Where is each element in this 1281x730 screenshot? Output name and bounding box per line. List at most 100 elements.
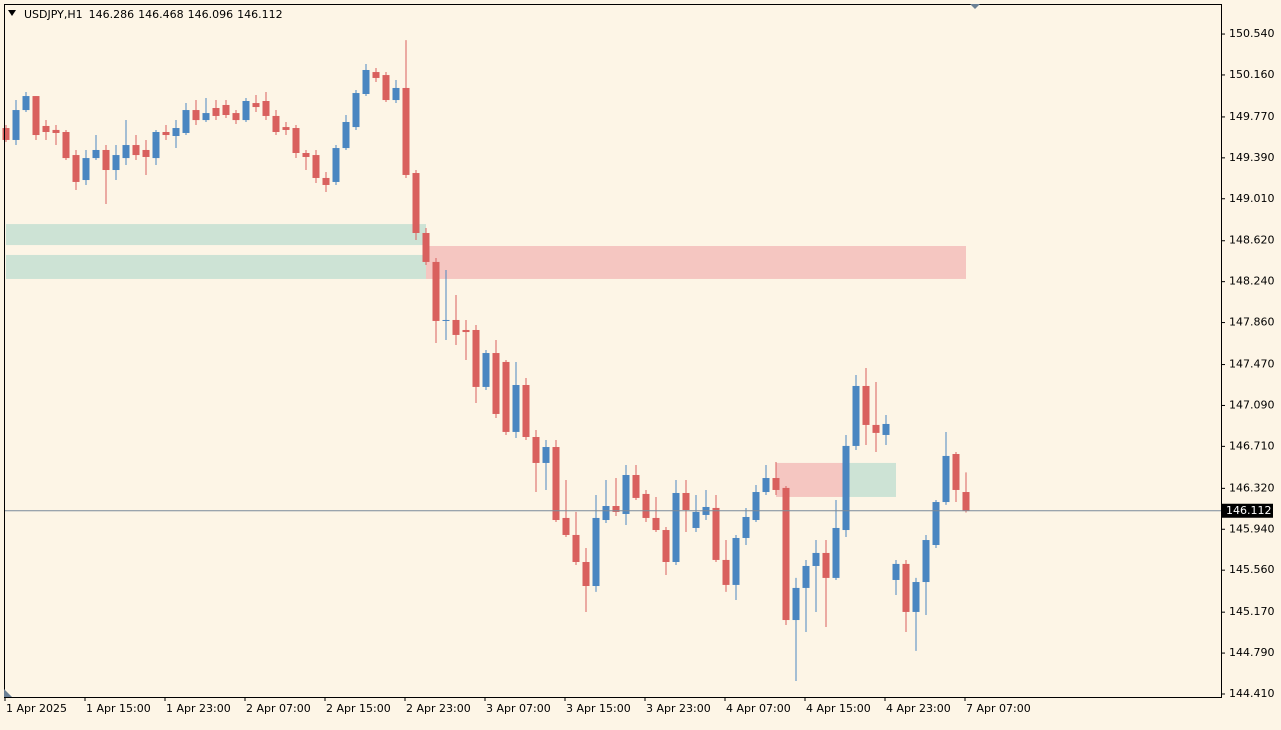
- candle-body: [202, 113, 210, 121]
- candle-body: [722, 559, 730, 585]
- x-tick-label: 2 Apr 07:00: [246, 702, 311, 715]
- header: USDJPY,H1 146.286 146.468 146.096 146.112: [24, 8, 283, 21]
- candle-body: [942, 455, 950, 503]
- symbol: USDJPY,H1: [24, 8, 83, 21]
- candle-body: [472, 329, 480, 387]
- candle-body: [712, 507, 720, 560]
- candle-body: [262, 101, 270, 116]
- x-tick-label: 4 Apr 07:00: [726, 702, 791, 715]
- candle-body: [612, 506, 620, 512]
- x-tick-label: 4 Apr 15:00: [806, 702, 871, 715]
- plot-border: [4, 4, 1222, 698]
- candle-body: [782, 487, 790, 621]
- candle-body: [42, 125, 50, 133]
- y-tick-label: 149.390: [1229, 151, 1275, 164]
- candle-body: [2, 128, 10, 140]
- candle-body: [52, 129, 60, 133]
- menu-arrow[interactable]: [8, 10, 16, 16]
- candle-body: [322, 177, 330, 185]
- candle-body: [652, 517, 660, 531]
- plot-area: [2, 40, 1221, 681]
- x-tick-label: 7 Apr 07:00: [966, 702, 1031, 715]
- candle-body: [492, 353, 500, 414]
- x-tick-label: 2 Apr 23:00: [406, 702, 471, 715]
- candle-body: [32, 96, 40, 136]
- candle-body: [582, 561, 590, 587]
- zones: [6, 224, 966, 497]
- price-label-box: [1222, 503, 1273, 518]
- candle-body: [12, 110, 20, 140]
- candle-body: [212, 107, 220, 116]
- y-tick-label: 147.860: [1229, 316, 1275, 329]
- zone: [846, 462, 896, 497]
- candle-body: [822, 552, 830, 578]
- y-tick-label: 145.940: [1229, 522, 1275, 535]
- candle-body: [222, 104, 230, 115]
- x-tick-label: 3 Apr 23:00: [646, 702, 711, 715]
- candle-body: [862, 385, 870, 425]
- candle-body: [142, 149, 150, 157]
- shift-marker: [970, 4, 980, 9]
- y-tick-label: 147.470: [1229, 358, 1275, 371]
- candle-body: [402, 87, 410, 175]
- candle-body: [192, 110, 200, 121]
- candle-body: [602, 506, 610, 521]
- x-tick-label: 1 Apr 15:00: [86, 702, 151, 715]
- candle-body: [902, 563, 910, 612]
- x-tick-label: 3 Apr 15:00: [566, 702, 631, 715]
- candle-body: [842, 445, 850, 531]
- zone: [426, 246, 966, 279]
- x-tick-label: 4 Apr 23:00: [886, 702, 951, 715]
- candle-body: [922, 540, 930, 583]
- candle-body: [852, 385, 860, 446]
- y-tick-label: 148.620: [1229, 234, 1275, 247]
- candle-body: [62, 132, 70, 159]
- y-tick-label: 148.240: [1229, 275, 1275, 288]
- candle-body: [812, 552, 820, 566]
- header-high: 146.468: [138, 8, 184, 21]
- candle-body: [572, 534, 580, 562]
- y-tick-label: 149.010: [1229, 192, 1275, 205]
- candle-body: [72, 155, 80, 182]
- candle-body: [102, 149, 110, 171]
- y-tick-label: 147.090: [1229, 398, 1275, 411]
- candle-body: [562, 517, 570, 535]
- candle-body: [892, 563, 900, 580]
- candle-body: [962, 492, 970, 511]
- candle-body: [82, 158, 90, 181]
- candle-body: [132, 145, 140, 156]
- candle-body: [772, 478, 780, 490]
- x-tick-label: 2 Apr 15:00: [326, 702, 391, 715]
- y-tick-label: 150.160: [1229, 68, 1275, 81]
- x-tick-label: 1 Apr 23:00: [166, 702, 231, 715]
- candle-body: [522, 385, 530, 438]
- candle-body: [152, 132, 160, 159]
- candle-body: [662, 530, 670, 562]
- y-tick-label: 149.770: [1229, 110, 1275, 123]
- candle-body: [552, 447, 560, 521]
- candle-body: [682, 492, 690, 510]
- candle-body: [392, 87, 400, 101]
- y-tick-label: 145.170: [1229, 605, 1275, 618]
- candle-body: [752, 492, 760, 521]
- candle-body: [352, 93, 360, 128]
- price-label: 146.112: [1226, 504, 1272, 517]
- y-tick-label: 144.410: [1229, 687, 1275, 700]
- candle-body: [112, 155, 120, 171]
- candle-body: [372, 72, 380, 78]
- candle-body: [532, 437, 540, 463]
- candle-body: [22, 96, 30, 111]
- candle-body: [642, 493, 650, 518]
- candle-body: [282, 127, 290, 130]
- candle-body: [332, 148, 340, 182]
- candle-body: [362, 69, 370, 95]
- candle-body: [832, 527, 840, 578]
- candle-body: [182, 110, 190, 133]
- candle-body: [452, 319, 460, 335]
- candle-body: [762, 478, 770, 493]
- candle-body: [932, 502, 940, 545]
- y-tick-label: 146.320: [1229, 481, 1275, 494]
